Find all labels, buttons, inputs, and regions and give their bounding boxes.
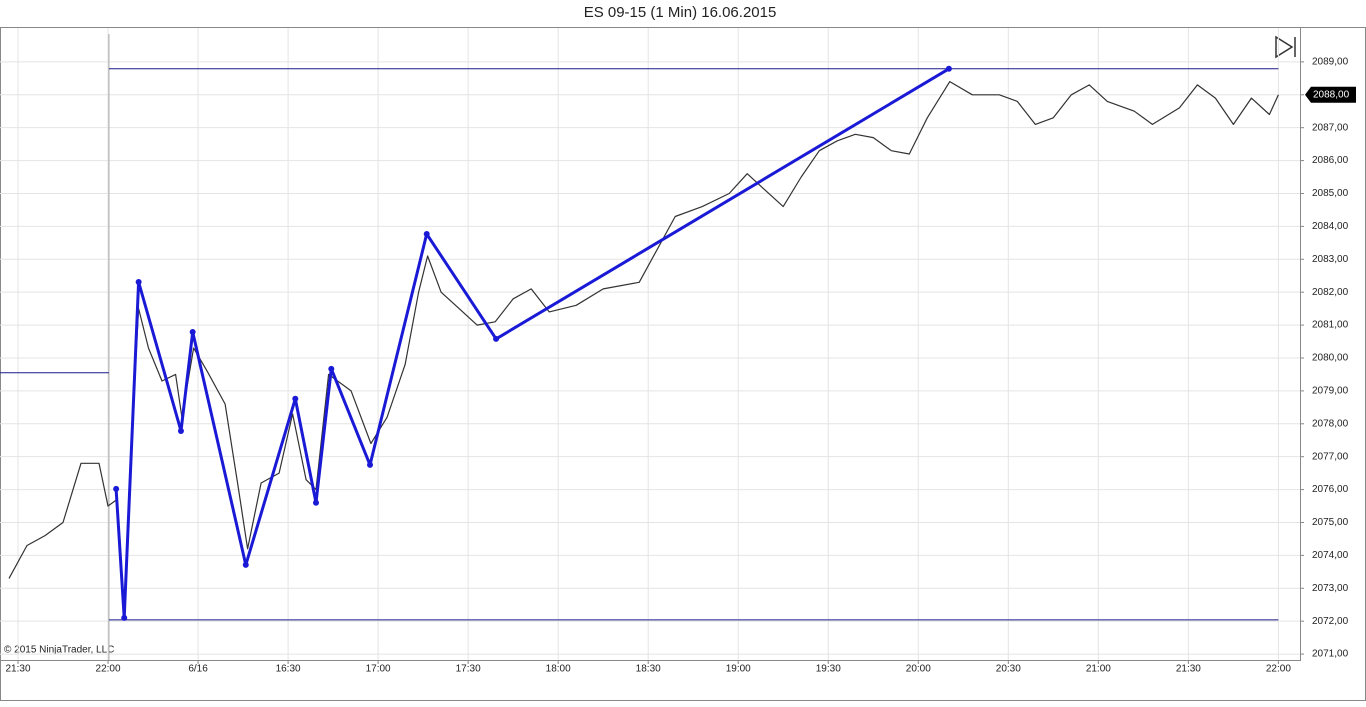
swing-point [121,614,128,621]
swing-point [367,461,374,468]
x-tick-label: 16:30 [276,664,301,675]
y-tick-label: 2077,00 [1312,451,1349,462]
swing-point [312,499,319,506]
swing-point [945,65,952,72]
x-tick-label: 18:30 [636,664,661,675]
swing-point [113,485,120,492]
y-tick-label: 2086,00 [1312,155,1349,166]
grid [0,28,1300,660]
y-tick-label: 2081,00 [1312,320,1349,331]
plot-frame [0,27,1301,661]
swing-point [493,335,500,342]
y-tick-label: 2073,00 [1312,583,1349,594]
y-tick-label: 2080,00 [1312,353,1349,364]
x-tick-label: 19:00 [726,664,751,675]
y-tick-label: 2075,00 [1312,517,1349,528]
y-tick-label: 2082,00 [1312,287,1349,298]
x-tick-label: 22:00 [1266,664,1291,675]
x-tick-label: 18:00 [546,664,571,675]
x-tick-label: 17:30 [456,664,481,675]
chart-title: ES 09-15 (1 Min) 16.06.2015 [584,4,777,21]
scroll-end-icon[interactable] [1275,35,1296,59]
x-tick-label: 21:30 [5,664,30,675]
y-tick-label: 2071,00 [1312,649,1349,660]
y-tick-label: 2089,00 [1312,57,1349,68]
swing-point [292,395,299,402]
y-tick-label: 2085,00 [1312,188,1349,199]
x-tick-label: 6/16 [188,664,208,675]
y-tick-label: 2079,00 [1312,386,1349,397]
x-tick-label: 20:30 [996,664,1021,675]
y-tick-label: 2087,00 [1312,122,1349,133]
swing-point [328,365,335,372]
y-tick-label: 2083,00 [1312,254,1349,265]
swing-point [135,278,142,285]
swing-point [242,561,249,568]
y-tick-label: 2076,00 [1312,484,1349,495]
y-tick-label: 2078,00 [1312,418,1349,429]
x-tick-label: 22:00 [96,664,121,675]
last-price-label: 2088,00 [1313,89,1350,100]
swing-point [423,230,430,237]
last-price-box [1305,86,1356,103]
x-tick-label: 21:00 [1086,664,1111,675]
price-line [114,67,950,620]
x-tick-label: 19:30 [816,664,841,675]
copyright: © 2015 NinjaTrader, LLC [4,645,114,656]
y-tick-label: 2072,00 [1312,616,1349,627]
swing-point [189,328,196,335]
y-tick-label: 2084,00 [1312,221,1349,232]
x-tick-label: 21:30 [1176,664,1201,675]
x-tick-label: 17:00 [366,664,391,675]
outer-frame [0,27,1366,701]
y-tick-label: 2074,00 [1312,550,1349,561]
x-tick-label: 20:00 [906,664,931,675]
play-icon[interactable] [1275,35,1294,59]
swing-point [177,428,184,435]
